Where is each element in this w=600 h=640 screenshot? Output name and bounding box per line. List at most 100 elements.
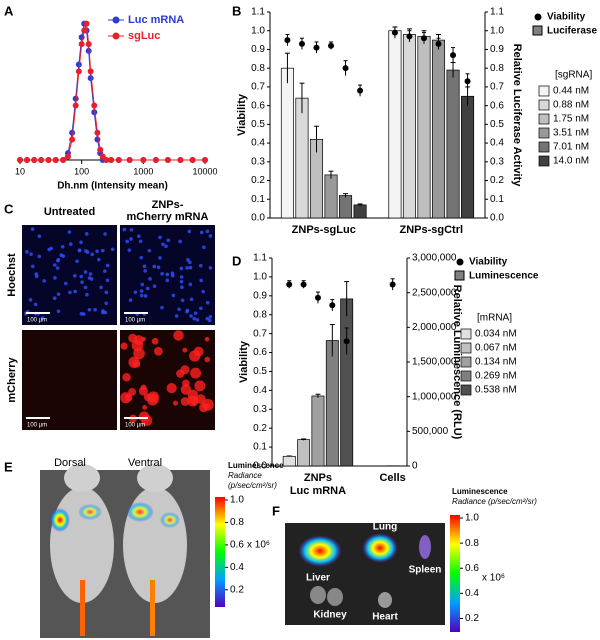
cell (161, 242, 165, 247)
cell (188, 282, 193, 287)
cell (128, 298, 133, 302)
data-point (31, 157, 38, 163)
cell (205, 229, 210, 234)
colorbar-tick-label: 1.0 (465, 513, 479, 524)
y-axis-label: Viability (238, 340, 250, 383)
bar (325, 340, 339, 467)
cell (124, 393, 133, 402)
cell (189, 314, 193, 318)
bar (324, 174, 338, 219)
cell (101, 310, 105, 315)
cell (147, 393, 159, 406)
legend-marker (456, 258, 464, 266)
cell (160, 272, 164, 276)
cell (30, 227, 35, 231)
axes (271, 258, 408, 467)
viability-point (298, 40, 305, 47)
panel-label: D (232, 253, 241, 268)
colorbar (450, 515, 460, 632)
bar (282, 455, 296, 467)
organ-label: Lung (373, 522, 397, 533)
cell (201, 289, 205, 294)
bar (340, 298, 354, 467)
y-tick-label: 0.9 (253, 290, 267, 301)
data-point (17, 157, 23, 163)
y2-tick-label: 0.1 (490, 194, 504, 205)
cell (105, 278, 110, 283)
cell (68, 242, 73, 247)
cell (95, 249, 99, 254)
data-point (83, 20, 90, 27)
y2-axis-label: Relative Luciferase Activity (511, 44, 523, 188)
legend-title: [mRNA] (477, 313, 512, 324)
cell (195, 318, 200, 322)
y-tick-label: 0.8 (251, 63, 265, 74)
data-point (60, 157, 67, 163)
cell (180, 298, 185, 303)
cell (84, 249, 88, 253)
cell (180, 397, 190, 406)
y-tick-label: 1.1 (253, 253, 267, 264)
panel-label: B (232, 3, 241, 18)
y-tick-label: 1.0 (253, 272, 267, 283)
cell (173, 330, 184, 341)
organ-label: Liver (306, 573, 330, 584)
colorbar-tick-label: 0.8 (465, 538, 479, 549)
cell (182, 347, 188, 353)
cell (132, 359, 141, 368)
y2-tick-label: 0 (412, 461, 418, 472)
y2-tick-label: 1.0 (490, 25, 504, 36)
viability-point (342, 65, 349, 72)
legend-swatch (460, 342, 472, 354)
cell (176, 369, 185, 378)
legend-swatch (538, 141, 550, 153)
bar (446, 69, 460, 219)
legend-label: 0.269 nM (475, 371, 517, 382)
legend-label: Luciferase (547, 26, 597, 37)
legend-swatch (538, 155, 550, 167)
cell (174, 314, 179, 318)
row-label: Hoechst (6, 253, 18, 297)
cell (33, 302, 38, 307)
cell (42, 279, 46, 283)
colorbar-tick-label: 0.6 (230, 540, 244, 551)
cell (129, 237, 133, 241)
x-axis-label: Dh.nm (Intensity mean) (57, 181, 168, 192)
cell (85, 292, 89, 297)
y-tick-label: 0.6 (253, 347, 267, 358)
data-point (85, 41, 92, 48)
cell (177, 307, 181, 312)
panel-label: F (272, 503, 280, 518)
viability-point (328, 42, 335, 49)
data-point (91, 109, 98, 116)
legend-marker (454, 270, 465, 281)
data-point (72, 102, 79, 109)
mouse-image (40, 464, 210, 638)
colorbar-title: Luminescence (228, 461, 284, 470)
category-label: ZNPs-sgLuc (292, 224, 356, 236)
cell (164, 244, 168, 249)
colorbar-tick-label: 1.0 (230, 495, 244, 506)
y-tick-label: 0.0 (251, 213, 265, 224)
viability-point (406, 33, 413, 40)
cell (37, 254, 42, 259)
y2-tick-label: 500,000 (412, 426, 449, 437)
cell (202, 245, 206, 250)
cell (52, 263, 57, 267)
y2-tick-label: 2,000,000 (412, 322, 457, 333)
y2-tick-label: 0.8 (490, 63, 504, 74)
category-label: Cells (379, 472, 405, 484)
cell (103, 269, 107, 273)
data-point (126, 157, 133, 163)
legend-swatch (538, 85, 550, 97)
data-point (78, 41, 85, 48)
legend-swatch (460, 384, 472, 396)
cell (139, 255, 144, 260)
data-point (45, 157, 52, 163)
cell (103, 232, 107, 236)
cell (79, 240, 83, 245)
x-tick-label: 10000 (192, 166, 217, 176)
colorbar-tick-label: 0.6 (465, 563, 479, 574)
colorbar-title: Luminescence (452, 487, 508, 496)
